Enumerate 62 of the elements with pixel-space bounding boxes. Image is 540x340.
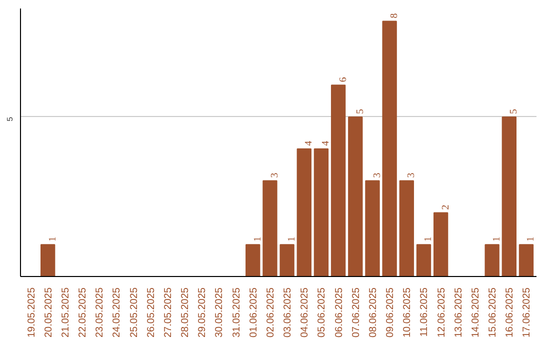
x-tick-label: 13.06.2025 xyxy=(453,287,464,338)
bar xyxy=(502,116,516,276)
bar xyxy=(280,244,294,276)
x-tick-label: 10.06.2025 xyxy=(402,287,414,338)
x-tick-label: 29.05.2025 xyxy=(197,287,208,338)
data-label: 1 xyxy=(492,236,503,242)
data-label: 4 xyxy=(320,140,332,146)
bar xyxy=(416,244,432,276)
x-tick-label: 11.06.2025 xyxy=(419,287,430,337)
data-label: 1 xyxy=(526,236,537,242)
x-tick-label: 19.05.2025 xyxy=(26,287,38,338)
data-label: 3 xyxy=(372,172,383,178)
bar xyxy=(314,148,329,276)
x-tick-label: 03.06.2025 xyxy=(282,287,294,338)
x-tick-label: 15.06.2025 xyxy=(488,287,499,338)
data-label: 1 xyxy=(47,236,58,242)
x-tick-label: 28.05.2025 xyxy=(180,287,192,338)
bar xyxy=(246,244,260,276)
x-tick-label: 07.06.2025 xyxy=(350,287,362,338)
bar xyxy=(484,244,500,276)
x-tick-label: 02.06.2025 xyxy=(265,287,276,338)
data-label: 2 xyxy=(440,204,452,210)
x-tick-label: 20.05.2025 xyxy=(43,287,54,338)
bar xyxy=(399,180,414,276)
x-tick-label: 05.06.2025 xyxy=(316,287,328,338)
x-tick-label: 27.05.2025 xyxy=(162,287,174,338)
bar xyxy=(330,84,346,276)
x-tick-label: 04.06.2025 xyxy=(300,287,311,338)
data-label: 5 xyxy=(354,108,366,114)
x-tick-label: 16.06.2025 xyxy=(504,287,516,338)
bar xyxy=(382,20,397,276)
bar xyxy=(40,244,56,276)
x-tick-label: 17.06.2025 xyxy=(522,287,533,338)
data-label: 4 xyxy=(304,140,315,146)
bar xyxy=(518,244,534,276)
x-tick-label: 14.06.2025 xyxy=(470,287,482,338)
bar xyxy=(348,116,363,276)
x-tick-label: 06.06.2025 xyxy=(334,287,345,338)
bar xyxy=(296,148,312,276)
data-label: 1 xyxy=(286,236,298,242)
x-tick-label: 26.05.2025 xyxy=(146,287,157,338)
x-tick-label: 09.06.2025 xyxy=(385,287,396,338)
x-tick-label: 31.05.2025 xyxy=(231,287,242,338)
x-tick-label: 30.05.2025 xyxy=(214,287,226,338)
data-label: 5 xyxy=(508,108,520,114)
x-tick-label: 24.05.2025 xyxy=(112,287,123,338)
x-tick-label: 25.05.2025 xyxy=(128,287,140,338)
bar xyxy=(262,180,278,276)
x-tick-label: 12.06.2025 xyxy=(436,287,448,338)
data-label: 1 xyxy=(423,236,434,242)
bar xyxy=(433,212,448,276)
x-tick-label: 22.05.2025 xyxy=(78,287,89,338)
data-label: 1 xyxy=(252,236,264,242)
bar xyxy=(365,180,380,276)
data-label: 6 xyxy=(338,77,349,82)
x-tick-label: 23.05.2025 xyxy=(94,287,106,338)
data-label: 8 xyxy=(389,13,400,18)
x-tick-label: 01.06.2025 xyxy=(248,287,260,338)
x-tick-label: 08.06.2025 xyxy=(368,287,379,338)
data-label: 3 xyxy=(406,172,418,178)
x-tick-label: 21.05.2025 xyxy=(60,287,72,338)
data-label: 3 xyxy=(269,172,280,178)
